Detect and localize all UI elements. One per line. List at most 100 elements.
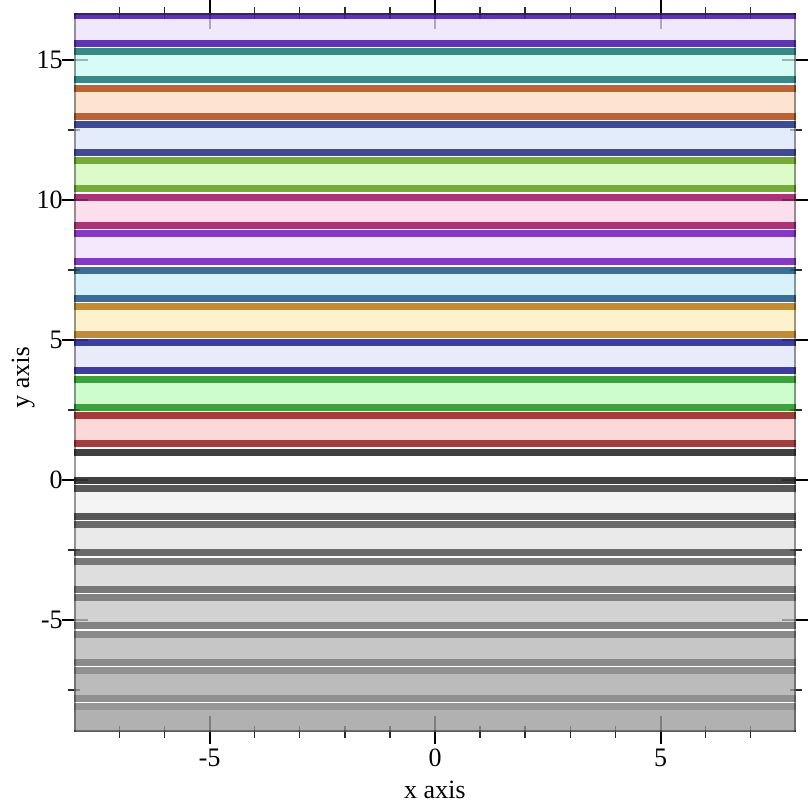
x-minor-tick [163,7,166,13]
x-minor-tick [749,7,752,13]
x-minor-tick [389,7,391,13]
y-major-tick-inner [782,479,796,481]
interval-band [73,594,796,630]
x-minor-tick [253,732,256,738]
x-minor-tick-inner [298,726,301,732]
x-minor-tick [253,7,256,13]
x-minor-tick-inner [479,13,481,19]
plot-frame-bottom [73,730,796,732]
x-minor-tick-inner [118,726,121,732]
interval-band [73,302,796,338]
x-minor-tick-inner [704,726,707,732]
x-minor-tick [704,732,707,738]
x-minor-tick-inner [253,726,256,732]
y-minor-tick [67,269,74,271]
y-minor-tick [796,409,802,411]
x-minor-tick-inner [344,13,346,19]
y-major-tick [61,339,74,341]
y-major-tick-inner [782,619,796,621]
plot-area [73,13,796,732]
x-major-tick-inner [208,716,211,732]
x-major-tick [434,0,436,13]
y-minor-tick [796,549,802,551]
x-minor-tick-inner [749,726,752,732]
x-major-tick-inner [208,13,211,29]
y-major-tick-inner [782,339,796,341]
y-major-tick [796,199,808,201]
y-minor-tick-inner [790,269,796,271]
y-major-tick [796,339,808,341]
x-minor-tick [524,732,526,738]
y-minor-tick-inner [790,549,796,551]
y-tick-label: 5 [49,325,63,354]
interval-band [73,120,796,156]
interval-band [73,484,796,520]
plot-frame-right [794,13,796,732]
x-tick-label: -5 [198,743,221,772]
x-minor-tick-inner [118,13,121,19]
y-major-tick [61,479,74,481]
x-minor-tick [118,7,121,13]
interval-band [73,557,796,593]
interval-band [73,230,796,266]
interval-band [73,375,796,411]
x-major-tick [659,0,662,13]
x-minor-tick-inner [389,726,391,732]
x-minor-tick [614,7,617,13]
x-major-tick-inner [659,13,662,29]
x-major-tick [208,0,211,13]
x-minor-tick [298,7,301,13]
x-minor-tick [749,732,752,738]
x-minor-tick [344,732,346,738]
y-minor-tick-inner [73,549,80,551]
y-major-tick-inner [73,479,88,481]
x-minor-tick-inner [389,13,391,19]
x-minor-tick [118,732,121,738]
interval-band [73,703,796,732]
y-minor-tick-inner [73,129,80,131]
x-minor-tick [704,7,707,13]
interval-band [73,13,796,47]
x-major-tick [208,732,211,744]
y-major-tick-inner [73,619,88,621]
interval-band [73,521,796,557]
interval-band [73,339,796,375]
x-minor-tick [479,732,481,738]
y-minor-tick [796,689,802,691]
x-minor-tick-inner [344,726,346,732]
y-tick-label: 15 [36,45,63,74]
y-minor-tick [67,689,74,691]
y-tick-label: 10 [36,185,63,214]
interval-band [73,157,796,193]
x-minor-tick [614,732,617,738]
y-minor-tick-inner [73,269,80,271]
y-major-tick [796,479,808,481]
x-minor-tick-inner [253,13,256,19]
x-minor-tick-inner [614,726,617,732]
x-minor-tick [298,732,301,738]
y-major-tick-inner [73,339,88,341]
x-major-tick-inner [659,716,662,732]
x-minor-tick-inner [298,13,301,19]
x-minor-tick-inner [524,726,526,732]
x-tick-label: 5 [654,743,667,772]
x-major-tick-inner [434,13,436,29]
x-minor-tick-inner [614,13,617,19]
y-minor-tick-inner [73,409,80,411]
y-minor-tick-inner [790,129,796,131]
x-major-tick [434,732,436,744]
y-major-tick [61,199,74,201]
x-minor-tick [163,732,166,738]
interval-band [73,630,796,666]
x-minor-tick [344,7,346,13]
x-minor-tick-inner [524,13,526,19]
x-axis-label: x axis [404,775,466,804]
y-major-tick-inner [782,59,796,61]
interval-band [73,412,796,448]
x-major-tick [659,732,662,744]
y-major-tick-inner [782,199,796,201]
y-minor-tick [67,409,74,411]
x-minor-tick-inner [749,13,752,19]
y-major-tick [61,59,74,61]
interval-band [73,84,796,120]
